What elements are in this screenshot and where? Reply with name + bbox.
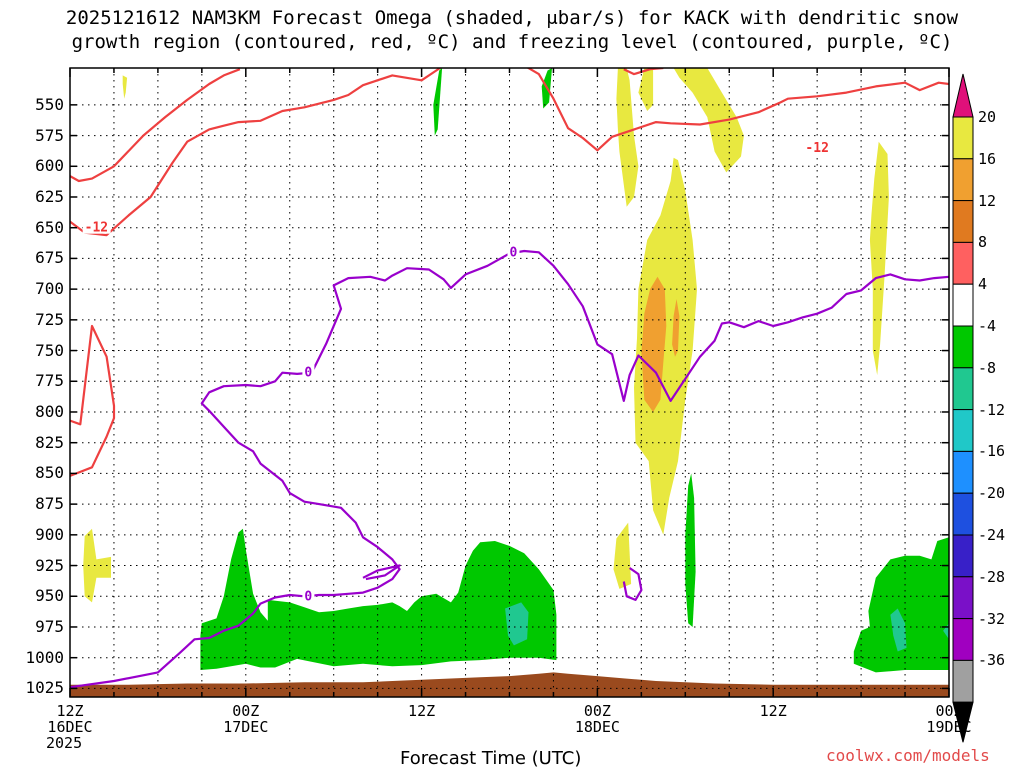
contour-label-bg [507, 244, 520, 259]
omega-shade-yellow [869, 141, 889, 376]
colorbar-label: -16 [978, 442, 1006, 461]
colorbar-swatch [952, 450, 974, 494]
x-tick-label: 19DEC [926, 718, 972, 736]
x-tick-label: 00Z [232, 702, 260, 720]
y-tick-label: 650 [35, 217, 64, 237]
chart-title-line2: growth region (contoured, red, ºC) and f… [71, 31, 953, 53]
omega-shade-yellow [122, 75, 128, 99]
colorbar-swatch [952, 325, 974, 369]
x-tick-label: 00Z [935, 702, 963, 720]
colorbar-swatch [952, 116, 974, 160]
contour-label-bg [302, 588, 315, 603]
x-tick-label: 18DEC [574, 718, 620, 736]
colorbar-label: -20 [978, 484, 1006, 503]
colorbar-label: 4 [978, 275, 988, 294]
x-tick-label: 12Z [56, 702, 84, 720]
dgz-contour-lower [70, 324, 116, 477]
colorbar-bottom-arrow [952, 701, 974, 743]
omega-shade-yellow [613, 522, 632, 589]
y-tick-label: 750 [35, 340, 64, 360]
colorbar-label: 16 [978, 149, 997, 168]
colorbar-label: -4 [978, 317, 997, 335]
omega-shade-green [685, 473, 696, 627]
y-tick-label: 625 [35, 186, 64, 206]
x-tick-label: 00Z [583, 702, 611, 720]
colorbar-swatch [952, 241, 974, 285]
colorbar-swatch [952, 367, 974, 411]
colorbar-swatch [952, 618, 974, 661]
y-tick-label: 1025 [25, 678, 64, 698]
contour-label: -12 [85, 221, 108, 236]
y-tick-label: 675 [35, 248, 64, 268]
freezing-level-contour [70, 249, 949, 689]
colorbar-label: 12 [978, 191, 997, 210]
x-tick-label: 17DEC [223, 718, 269, 736]
colorbar-swatch [952, 576, 974, 620]
omega-shade-green [200, 528, 557, 670]
omega-shade-yellow [83, 528, 111, 603]
colorbar-label: -12 [978, 400, 1006, 419]
colorbar-label: -24 [978, 526, 1006, 544]
y-tick-label: 875 [35, 494, 64, 514]
omega-shade-yellow [634, 157, 697, 535]
y-tick-label: 825 [35, 432, 64, 452]
y-tick-label: 775 [35, 371, 64, 391]
freezing-level-loop [622, 567, 643, 602]
chart-title-line1: 2025121612 NAM3KM Forecast Omega (shaded… [65, 7, 959, 29]
contour-label-bg [803, 139, 832, 154]
colorbar-swatch [952, 659, 974, 703]
colorbar-label: 20 [978, 108, 997, 126]
site-credit: coolwx.com/models [826, 746, 990, 765]
y-tick-label: 700 [35, 279, 64, 299]
x-tick-label: 16DEC [47, 718, 93, 736]
colorbar-swatch [952, 200, 974, 243]
terrain-fill [70, 672, 949, 697]
colorbar-swatch [952, 283, 974, 327]
dgz-contour-cold [70, 68, 949, 237]
contour-label: 0 [304, 589, 312, 604]
contour-label: 0 [304, 366, 312, 381]
colorbar-swatch [952, 492, 974, 536]
contour-label-bg [82, 219, 111, 234]
colorbar-top-arrow [952, 73, 974, 118]
x-tick-label: 12Z [408, 702, 436, 720]
y-tick-label: 950 [35, 586, 64, 606]
y-tick-label: 575 [35, 125, 64, 145]
x-axis-title: Forecast Time (UTC) [400, 748, 582, 769]
omega-shade-green [433, 68, 443, 136]
colorbar-swatch [952, 158, 974, 202]
y-tick-label: 1000 [25, 647, 64, 667]
freezing-level-loop [362, 564, 401, 581]
omega-shade-teal [890, 608, 907, 652]
y-tick-label: 900 [35, 524, 64, 544]
contour-label: -12 [805, 141, 828, 156]
y-tick-label: 800 [35, 401, 64, 421]
colorbar-swatch [952, 409, 974, 452]
y-tick-label: 600 [35, 156, 64, 176]
x-tick-label: 12Z [759, 702, 787, 720]
colorbar-swatch [952, 534, 974, 578]
omega-shade-yellow [616, 68, 639, 207]
omega-shade-teal [505, 602, 529, 646]
y-tick-label: 975 [35, 616, 64, 636]
colorbar-label: -8 [978, 358, 997, 377]
colorbar-label: -36 [978, 651, 1006, 670]
x-tick-label: 2025 [46, 734, 83, 752]
y-tick-label: 850 [35, 463, 64, 483]
y-tick-label: 925 [35, 555, 64, 575]
colorbar-label: -28 [978, 567, 1006, 586]
dgz-contour-warm [70, 68, 241, 183]
contour-label: 0 [510, 245, 518, 260]
colorbar-label: 8 [978, 233, 988, 252]
contour-label-bg [302, 364, 315, 379]
omega-shade-yellow [673, 68, 744, 173]
y-tick-label: 725 [35, 309, 64, 329]
colorbar-label: -32 [978, 609, 1006, 628]
omega-shade-orange [672, 299, 680, 357]
omega-shade-green [853, 537, 949, 673]
omega-shade-yellow [638, 68, 654, 111]
y-tick-label: 550 [35, 94, 64, 114]
